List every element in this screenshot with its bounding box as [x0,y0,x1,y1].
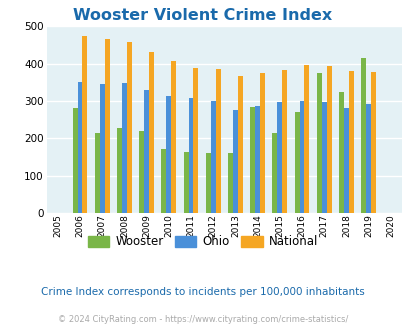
Bar [139,131,144,213]
Bar [188,98,193,213]
Bar [215,69,220,213]
Bar [321,102,326,213]
Bar [166,96,171,213]
Bar [370,72,375,213]
Bar [272,133,277,213]
Text: Wooster Violent Crime Index: Wooster Violent Crime Index [73,8,332,23]
Bar [255,106,260,213]
Bar [72,109,77,213]
Bar [122,83,126,213]
Bar [171,61,176,213]
Bar [210,101,215,213]
Bar [237,76,242,213]
Bar [117,128,121,213]
Bar [77,82,82,213]
Bar [149,52,153,213]
Bar [95,133,100,213]
Bar [281,70,286,213]
Bar [249,107,255,213]
Bar [304,65,309,213]
Bar [144,90,149,213]
Bar [193,68,198,213]
Bar [348,71,353,213]
Bar [183,152,188,213]
Bar [232,110,237,213]
Bar [326,66,331,213]
Bar [104,39,109,213]
Text: Crime Index corresponds to incidents per 100,000 inhabitants: Crime Index corresponds to incidents per… [41,287,364,297]
Bar [316,73,321,213]
Bar [277,103,281,213]
Bar [343,109,348,213]
Bar [360,58,365,213]
Bar [228,153,232,213]
Bar [365,104,370,213]
Bar [205,153,210,213]
Bar [100,84,104,213]
Bar [161,149,166,213]
Text: © 2024 CityRating.com - https://www.cityrating.com/crime-statistics/: © 2024 CityRating.com - https://www.city… [58,315,347,324]
Bar [299,101,304,213]
Bar [338,92,343,213]
Legend: Wooster, Ohio, National: Wooster, Ohio, National [83,231,322,253]
Bar [260,73,264,213]
Bar [294,112,299,213]
Bar [82,37,87,213]
Bar [126,43,131,213]
